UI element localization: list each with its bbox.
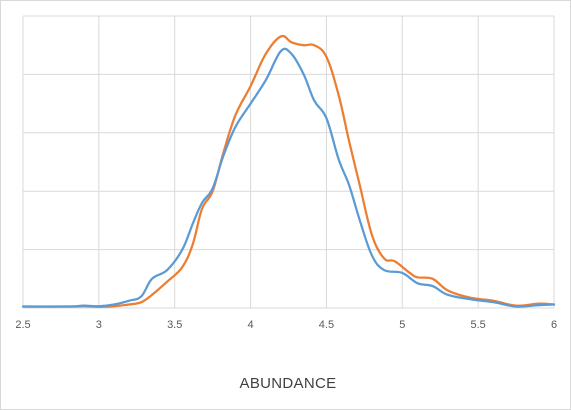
series-line-2 xyxy=(21,34,556,308)
series-line-1 xyxy=(21,47,556,308)
x-tick-label: 4 xyxy=(248,319,254,331)
x-axis-title: ABUNDANCE xyxy=(240,375,337,392)
x-tick-label: 5.5 xyxy=(470,319,485,331)
x-tick-label: 6 xyxy=(551,319,557,331)
gridlines xyxy=(22,15,555,309)
series-lines xyxy=(21,34,556,308)
x-tick-label: 2.5 xyxy=(15,319,30,331)
x-tick-label: 4.5 xyxy=(319,319,334,331)
x-tick-label: 3.5 xyxy=(167,319,182,331)
x-axis-tick-labels: 2.5 3 3.5 4 4.5 5 5.5 6 xyxy=(15,319,557,331)
x-tick-label: 5 xyxy=(399,319,405,331)
x-tick-label: 3 xyxy=(96,319,102,331)
